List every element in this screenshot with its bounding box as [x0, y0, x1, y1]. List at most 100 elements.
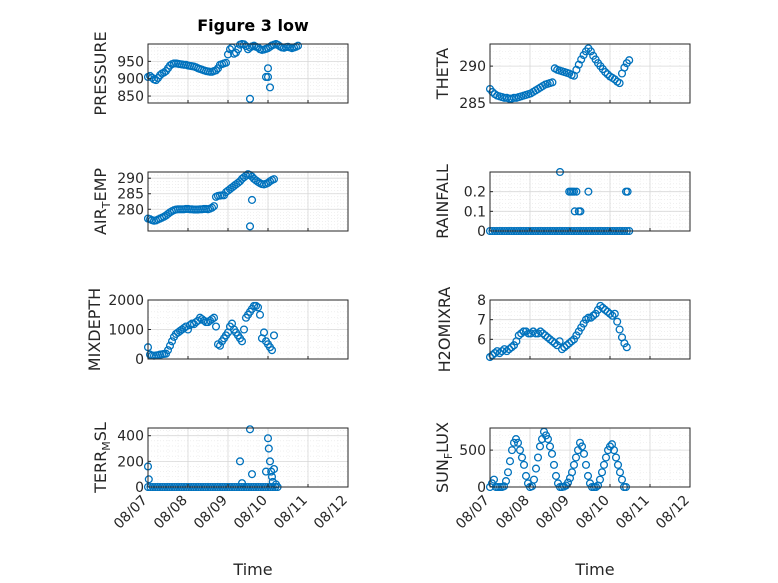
y-axis-label: MIXDEPTH	[85, 288, 104, 371]
data-point	[263, 434, 273, 443]
data-point	[613, 460, 623, 469]
data-point	[167, 337, 177, 346]
y-tick-label: 1000	[108, 323, 144, 339]
data-point	[235, 457, 245, 466]
data-point	[543, 333, 552, 342]
data-point	[533, 329, 543, 338]
data-point	[583, 471, 593, 480]
data-point	[147, 73, 157, 82]
data-point	[233, 45, 243, 54]
data-point	[577, 55, 586, 64]
x-tick-label: 08/08	[493, 493, 533, 533]
data-point	[267, 346, 277, 355]
y-tick-label: 200	[117, 454, 144, 470]
data-point	[233, 178, 243, 187]
axes-box	[489, 427, 691, 488]
data-point	[265, 457, 275, 466]
data-point	[207, 203, 217, 212]
data-point	[263, 72, 273, 82]
x-tick-label: 08/10	[231, 493, 271, 533]
data-point	[562, 341, 571, 350]
series-points	[486, 301, 631, 362]
data-point	[577, 442, 587, 451]
y-tick-label: 500	[459, 443, 486, 459]
data-point	[605, 309, 615, 318]
data-point	[625, 56, 634, 65]
data-point	[613, 317, 622, 326]
plot-area	[490, 300, 690, 359]
data-point	[488, 351, 497, 360]
data-point	[599, 460, 609, 469]
data-point	[623, 187, 632, 196]
data-point	[159, 68, 169, 77]
data-point	[551, 471, 561, 480]
data-point	[237, 337, 247, 346]
data-point	[579, 449, 589, 458]
data-point	[620, 339, 629, 348]
y-axis-label: H2OMIXRA	[435, 287, 454, 373]
data-point	[209, 202, 219, 211]
y-axis-label-part: LUX	[433, 422, 452, 453]
data-point	[608, 311, 617, 320]
panel-theta: 285 290 THETA	[433, 43, 691, 112]
data-point	[531, 464, 541, 473]
data-point	[577, 323, 586, 332]
plot-area	[148, 428, 348, 487]
x-tick-label: 08/12	[653, 493, 693, 533]
series-points	[144, 301, 279, 360]
data-point	[144, 475, 153, 484]
data-point	[183, 325, 193, 334]
x-axis-label-right: Time	[574, 560, 614, 579]
data-point	[497, 347, 507, 356]
data-point	[223, 50, 233, 59]
data-point	[247, 195, 257, 204]
data-point	[547, 449, 557, 458]
data-point	[560, 343, 569, 352]
y-axis-label-subscript: T	[100, 201, 113, 209]
data-point	[529, 475, 539, 484]
data-point	[267, 472, 277, 481]
data-point	[567, 468, 577, 477]
y-axis-label: AIRTEMP	[91, 168, 113, 235]
y-axis-label: THETA	[433, 48, 452, 100]
data-point	[519, 327, 528, 336]
data-point	[247, 470, 257, 479]
data-point	[567, 337, 576, 346]
data-point	[603, 307, 612, 316]
data-point	[199, 316, 209, 325]
data-point	[555, 337, 564, 346]
data-point	[569, 335, 579, 344]
data-point	[615, 468, 625, 477]
data-point	[269, 331, 279, 340]
data-point	[265, 83, 275, 92]
data-point	[536, 327, 545, 336]
x-tick-label: 08/11	[271, 493, 311, 533]
x-tick-label: 08/09	[533, 493, 573, 533]
y-tick-label: 285	[459, 96, 486, 112]
data-point	[253, 303, 263, 312]
y-tick-label: 0	[477, 224, 486, 240]
x-tick-label: 08/07	[453, 493, 493, 533]
data-point	[225, 45, 235, 54]
x-tick-label: 08/10	[573, 493, 613, 533]
data-point	[579, 319, 588, 328]
data-point	[581, 460, 591, 469]
data-point	[245, 222, 255, 231]
axes-box	[489, 43, 691, 104]
data-point	[489, 475, 499, 484]
data-point	[515, 446, 525, 455]
data-point	[221, 58, 231, 67]
y-axis-label-subscript: F	[442, 453, 455, 459]
y-tick-label: 0	[135, 352, 144, 368]
data-point	[565, 339, 574, 348]
data-point	[507, 343, 516, 352]
data-point	[610, 309, 619, 318]
data-point	[550, 339, 559, 348]
x-tick-label: 08/07	[111, 493, 151, 533]
x-tick-label: 08/09	[191, 493, 231, 533]
data-point	[549, 460, 559, 469]
data-point	[611, 453, 621, 462]
